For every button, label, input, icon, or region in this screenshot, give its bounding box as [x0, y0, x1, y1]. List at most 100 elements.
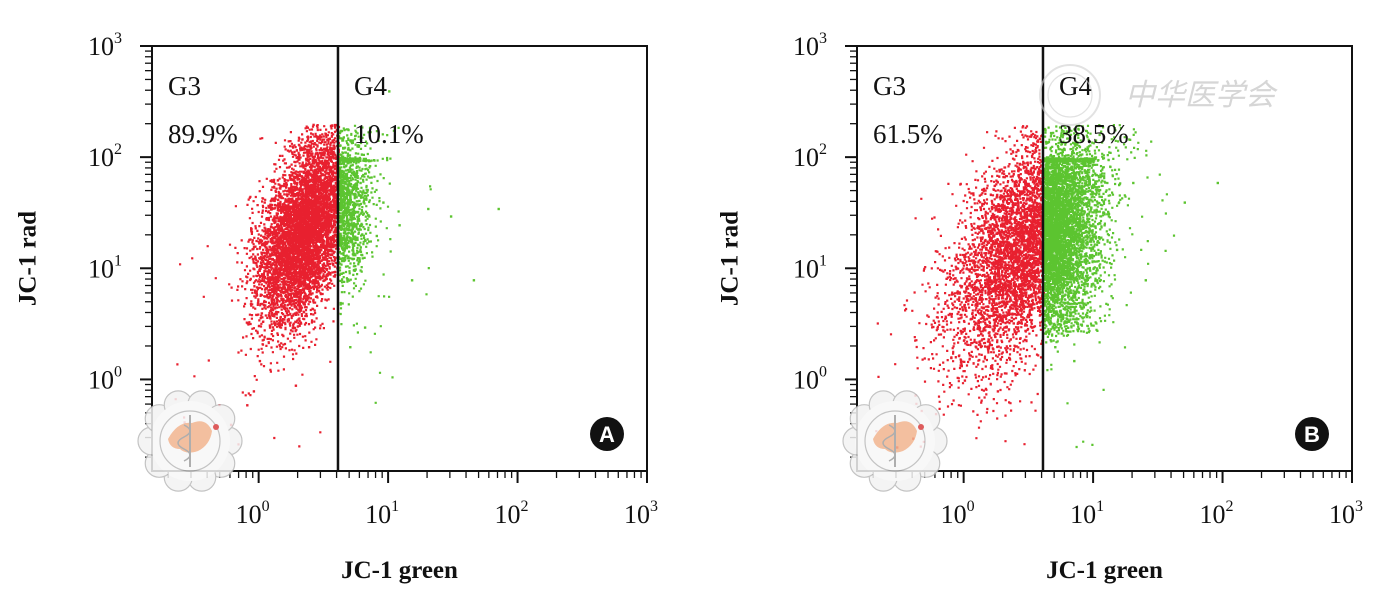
data-point-g3-9 — [258, 359, 262, 363]
data-point-g3-15 — [294, 384, 298, 387]
data-point-g3-1 — [310, 190, 313, 193]
y-tick-label: 102 — [88, 141, 122, 172]
data-point-g4-8 — [1054, 346, 1057, 349]
y-axis-title: JC-1 rad — [717, 211, 744, 306]
watermark-emblem — [1039, 64, 1101, 126]
data-point-g3-8 — [316, 137, 319, 140]
data-point-g3-16 — [324, 248, 327, 252]
data-point-g4-0 — [1054, 167, 1057, 171]
data-point-g4-3 — [375, 234, 378, 238]
gate-g3-dots — [174, 123, 341, 448]
data-point-g3-0 — [1025, 215, 1028, 218]
gate-percent-g4: 38.5% — [1059, 119, 1129, 149]
data-point-g4-4 — [1059, 268, 1062, 271]
data-point-g3-10 — [246, 404, 249, 407]
x-tick-label: 101 — [1070, 498, 1104, 529]
data-point-g3-4 — [986, 346, 989, 349]
plot-frame — [856, 45, 1353, 472]
data-point-g4-6 — [398, 224, 401, 227]
y-tick-label: 101 — [793, 252, 827, 283]
flow-panel-B: 100 101 102 103 100 101 102 103 JC-1 green JC-1 r… — [717, 30, 1363, 584]
x-axis-title: JC-1 green — [1046, 557, 1163, 584]
x-tick-label: 103 — [624, 498, 658, 529]
data-point-g3-19 — [252, 390, 256, 393]
scatter-cloud — [875, 124, 1219, 449]
data-point-g4-7 — [427, 207, 430, 211]
data-point-g3-3 — [1034, 167, 1037, 171]
data-point-g4-4 — [354, 268, 357, 271]
data-point-g4-10 — [349, 346, 352, 349]
gate-name-g3: G3 — [873, 71, 906, 101]
data-point-g4-12 — [1216, 181, 1219, 185]
y-tick-label: 100 — [793, 363, 827, 394]
x-axis-title: JC-1 green — [341, 557, 458, 584]
y-tick-label: 100 — [88, 363, 122, 394]
data-point-g4-14 — [472, 279, 476, 282]
data-point-g4-3 — [1080, 234, 1083, 238]
y-axis-ticks — [140, 45, 152, 458]
data-point-g3-10 — [996, 390, 1000, 393]
panel-label: A — [599, 422, 615, 447]
flow-panel-A: 100 101 102 103 100 101 102 103 JC-1 green JC-1 r… — [15, 30, 658, 584]
data-point-g4-7 — [1064, 301, 1067, 305]
data-point-g3-0 — [297, 215, 300, 218]
data-point-g3-5 — [963, 379, 967, 382]
data-point-g3-4 — [281, 268, 284, 271]
data-point-g3-8 — [1038, 137, 1042, 140]
panel-badge — [1295, 417, 1329, 451]
gate-name-g3: G3 — [168, 71, 201, 101]
x-tick-label: 102 — [495, 498, 529, 529]
data-point-g4-13 — [388, 90, 391, 93]
data-point-g3-7 — [329, 148, 332, 151]
watermark-seal — [842, 390, 948, 492]
plot-frame — [151, 45, 648, 472]
data-point-g4-9 — [363, 326, 367, 329]
gate-percent-g3: 61.5% — [873, 119, 943, 149]
gate-g4-dots — [1043, 124, 1176, 449]
gate-name-g4: G4 — [354, 71, 387, 101]
x-tick-label: 103 — [1329, 498, 1363, 529]
data-point-g4-9 — [1115, 248, 1119, 252]
watermark-text: 中华医学会 — [1125, 78, 1278, 113]
data-point-g4-11 — [1183, 201, 1186, 204]
data-point-g4-10 — [1132, 181, 1135, 185]
data-point-g4-1 — [359, 181, 362, 185]
data-point-g3-1 — [1015, 268, 1018, 271]
data-point-g4-11 — [449, 215, 453, 218]
data-point-g3-13 — [333, 201, 337, 204]
y-tick-label: 101 — [88, 252, 122, 283]
panel-label: B — [1304, 422, 1320, 447]
data-point-g3-12 — [1008, 234, 1011, 238]
data-point-g3-13 — [1030, 326, 1034, 329]
data-point-g3-2 — [291, 234, 295, 238]
data-point-g3-12 — [285, 181, 288, 185]
data-point-g3-2 — [1002, 301, 1005, 305]
gate-percent-g3: 89.9% — [168, 119, 238, 149]
gate-name-g4: G4 — [1059, 71, 1092, 101]
y-axis-title: JC-1 rad — [15, 211, 42, 306]
data-point-g4-1 — [1064, 181, 1067, 185]
gate-g3-dots — [875, 125, 1046, 448]
data-point-g4-8 — [410, 279, 414, 282]
y-tick-label: 102 — [793, 141, 827, 172]
data-point-g4-14 — [1144, 279, 1147, 282]
data-point-g3-9 — [1021, 190, 1024, 193]
y-tick-label: 103 — [793, 30, 827, 61]
x-tick-label: 101 — [365, 498, 399, 529]
data-point-g4-5 — [1087, 201, 1090, 204]
data-point-g4-12 — [497, 207, 500, 211]
x-tick-label: 102 — [1200, 498, 1234, 529]
data-point-g3-6 — [268, 326, 272, 329]
y-tick-label: 103 — [88, 30, 122, 61]
data-point-g3-17 — [312, 123, 315, 127]
y-axis-ticks — [845, 45, 857, 458]
x-axis-ticks — [167, 471, 648, 483]
data-point-g3-5 — [303, 301, 306, 305]
data-point-g4-5 — [382, 201, 385, 204]
x-tick-label: 100 — [236, 498, 270, 529]
data-point-g4-13 — [1073, 359, 1076, 363]
data-point-g4-2 — [368, 215, 371, 218]
x-axis-ticks — [872, 471, 1353, 483]
gate-percent-g4: 10.1% — [354, 119, 424, 149]
